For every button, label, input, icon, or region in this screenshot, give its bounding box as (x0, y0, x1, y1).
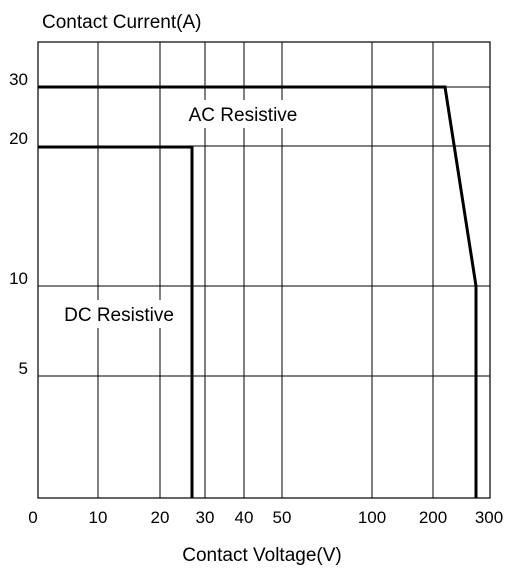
series-label-ac-resistive: AC Resistive (189, 105, 298, 126)
series-label-dc-resistive: DC Resistive (64, 305, 174, 326)
y-tick-label-5: 5 (19, 359, 28, 378)
plot-frame (37, 41, 491, 499)
x-axis-title: Contact Voltage(V) (182, 545, 341, 566)
y-tick-label-20: 20 (9, 129, 28, 148)
x-tick-label-40: 40 (235, 508, 254, 527)
x-tick-label-30: 30 (196, 508, 215, 527)
y-tick-label-10: 10 (9, 269, 28, 288)
x-tick-label-50: 50 (273, 508, 292, 527)
x-tick-label-200: 200 (419, 508, 447, 527)
y-tick-label-30: 30 (9, 70, 28, 89)
series-layer (38, 85, 478, 498)
x-tick-label-20: 20 (151, 508, 170, 527)
x-tick-label-10: 10 (89, 508, 108, 527)
series-line-dc-resistive (38, 145, 194, 498)
series-line-ac-resistive (38, 85, 478, 498)
x-tick-label-0: 0 (28, 508, 37, 527)
series-label-background (48, 300, 190, 328)
x-tick-label-300: 300 (475, 508, 503, 527)
series-labels: AC Resistive DC Resistive (48, 100, 310, 328)
tick-labels: 0 10 20 30 40 50 100 200 300 5 10 20 30 (9, 70, 503, 527)
chart-title: Contact Current(A) (42, 12, 201, 33)
x-tick-label-100: 100 (358, 508, 386, 527)
series-label-background (176, 100, 310, 128)
